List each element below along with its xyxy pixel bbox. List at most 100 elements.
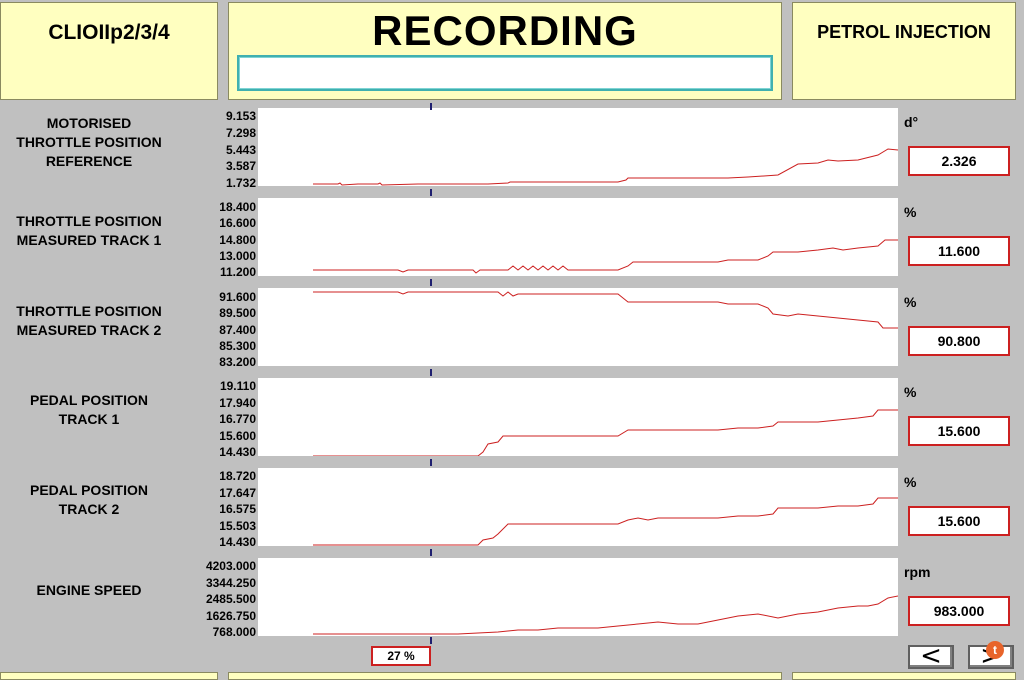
channel-unit: % — [904, 204, 917, 220]
playback-progress: 27 % — [371, 646, 431, 666]
channel-axis: 4203.000 3344.250 2485.500 1626.750 768.… — [180, 556, 256, 638]
channel-row-throttle-track-1: THROTTLE POSITION MEASURED TRACK 1 18.40… — [0, 196, 1024, 278]
channel-label: PEDAL POSITION TRACK 2 — [0, 481, 178, 519]
axis-tick: 14.430 — [219, 445, 256, 459]
channel-trace — [313, 291, 898, 329]
time-cursor-mark — [430, 549, 432, 556]
channel-axis: 18.720 17.647 16.575 15.503 14.430 — [180, 466, 256, 548]
channel-trace — [313, 148, 898, 186]
channel-unit: rpm — [904, 564, 931, 580]
channel-label-line: ENGINE SPEED — [36, 582, 142, 598]
channel-row-throttle-track-2: THROTTLE POSITION MEASURED TRACK 2 91.60… — [0, 286, 1024, 368]
channel-row-pedal-track-1: PEDAL POSITION TRACK 1 19.110 17.940 16.… — [0, 376, 1024, 458]
axis-tick: 87.400 — [219, 323, 256, 337]
axis-tick: 14.800 — [219, 233, 256, 247]
channel-row-engine-speed: ENGINE SPEED 4203.000 3344.250 2485.500 … — [0, 556, 1024, 638]
page-title: RECORDING — [372, 7, 638, 54]
axis-tick: 15.600 — [219, 429, 256, 443]
channel-trace — [313, 595, 898, 635]
channel-axis: 9.153 7.298 5.443 3.587 1.732 — [180, 106, 256, 190]
time-cursor-mark — [430, 369, 432, 376]
channel-axis: 91.600 89.500 87.400 85.300 83.200 — [180, 286, 256, 368]
time-cursor-mark — [430, 279, 432, 286]
axis-tick: 19.110 — [219, 379, 256, 393]
channel-label-line: TRACK 1 — [58, 411, 120, 427]
channel-value: 90.800 — [908, 326, 1010, 356]
time-cursor-mark — [430, 189, 432, 196]
channel-label: MOTORISED THROTTLE POSITION REFERENCE — [0, 114, 178, 171]
footer-panel-center — [228, 672, 782, 680]
channel-label-line: MEASURED TRACK 1 — [16, 232, 162, 248]
channel-value: 15.600 — [908, 416, 1010, 446]
axis-tick: 3.587 — [225, 159, 256, 173]
channel-label-line: MEASURED TRACK 2 — [16, 322, 162, 338]
vehicle-panel: CLIOIIp2/3/4 — [0, 2, 218, 100]
axis-tick: 768.000 — [212, 625, 256, 639]
channel-label-line: REFERENCE — [45, 153, 133, 169]
time-cursor-mark — [430, 459, 432, 466]
channel-label: PEDAL POSITION TRACK 1 — [0, 391, 178, 429]
channel-plot[interactable] — [258, 468, 898, 546]
channel-value: 983.000 — [908, 596, 1010, 626]
time-cursor-mark — [430, 103, 432, 110]
axis-tick: 11.200 — [219, 265, 256, 279]
channel-unit: % — [904, 294, 917, 310]
message-field[interactable] — [237, 55, 773, 91]
vehicle-name: CLIOIIp2/3/4 — [48, 21, 170, 44]
axis-tick: 7.298 — [225, 126, 256, 140]
channel-label-line: PEDAL POSITION — [30, 392, 148, 408]
channel-label: THROTTLE POSITION MEASURED TRACK 1 — [0, 212, 178, 250]
axis-tick: 16.770 — [219, 412, 256, 426]
axis-tick: 83.200 — [219, 355, 256, 369]
axis-tick: 91.600 — [219, 290, 256, 304]
axis-tick: 13.000 — [219, 249, 256, 263]
channel-value: 11.600 — [908, 236, 1010, 266]
axis-tick: 2485.500 — [205, 592, 256, 606]
axis-tick: 85.300 — [219, 339, 256, 353]
chevron-left-icon: < — [920, 641, 942, 671]
channel-label-line: THROTTLE POSITION — [16, 303, 162, 319]
channel-label: THROTTLE POSITION MEASURED TRACK 2 — [0, 302, 178, 340]
axis-tick: 14.430 — [219, 535, 256, 549]
channel-label-line: PEDAL POSITION — [30, 482, 148, 498]
axis-tick: 5.443 — [225, 143, 256, 157]
axis-tick: 16.575 — [219, 502, 256, 516]
system-name: PETROL INJECTION — [817, 22, 991, 42]
channel-trace — [313, 239, 898, 274]
axis-tick: 15.503 — [219, 519, 256, 533]
axis-tick: 18.400 — [219, 200, 256, 214]
channel-plot[interactable] — [258, 378, 898, 456]
time-cursor-mark — [430, 637, 432, 644]
channel-unit: % — [904, 474, 917, 490]
channel-axis: 18.400 16.600 14.800 13.000 11.200 — [180, 196, 256, 278]
channel-plot[interactable] — [258, 558, 898, 636]
previous-button[interactable]: < — [908, 643, 954, 669]
title-panel: RECORDING — [228, 2, 782, 100]
channel-plot[interactable] — [258, 108, 898, 186]
axis-tick: 17.940 — [219, 396, 256, 410]
axis-tick: 1626.750 — [205, 609, 256, 623]
channel-label-line: TRACK 2 — [58, 501, 120, 517]
channel-label: ENGINE SPEED — [0, 581, 178, 600]
channel-axis: 19.110 17.940 16.770 15.600 14.430 — [180, 376, 256, 458]
channel-plot[interactable] — [258, 198, 898, 276]
axis-tick: 3344.250 — [205, 576, 256, 590]
channel-unit: % — [904, 384, 917, 400]
channel-value: 2.326 — [908, 146, 1010, 176]
channel-plot[interactable] — [258, 288, 898, 366]
channel-trace — [313, 409, 898, 456]
axis-tick: 17.647 — [219, 486, 256, 500]
footer-panel-right — [792, 672, 1016, 680]
channel-trace — [313, 497, 898, 546]
channel-label-line: THROTTLE POSITION — [16, 134, 162, 150]
notification-badge-icon: t — [986, 641, 1004, 659]
system-panel: PETROL INJECTION — [792, 2, 1016, 100]
axis-tick: 89.500 — [219, 306, 256, 320]
axis-tick: 1.732 — [225, 176, 256, 190]
axis-tick: 4203.000 — [205, 559, 256, 573]
axis-tick: 18.720 — [219, 469, 256, 483]
channel-label-line: THROTTLE POSITION — [16, 213, 162, 229]
footer-panel-left — [0, 672, 218, 680]
axis-tick: 9.153 — [225, 109, 256, 123]
